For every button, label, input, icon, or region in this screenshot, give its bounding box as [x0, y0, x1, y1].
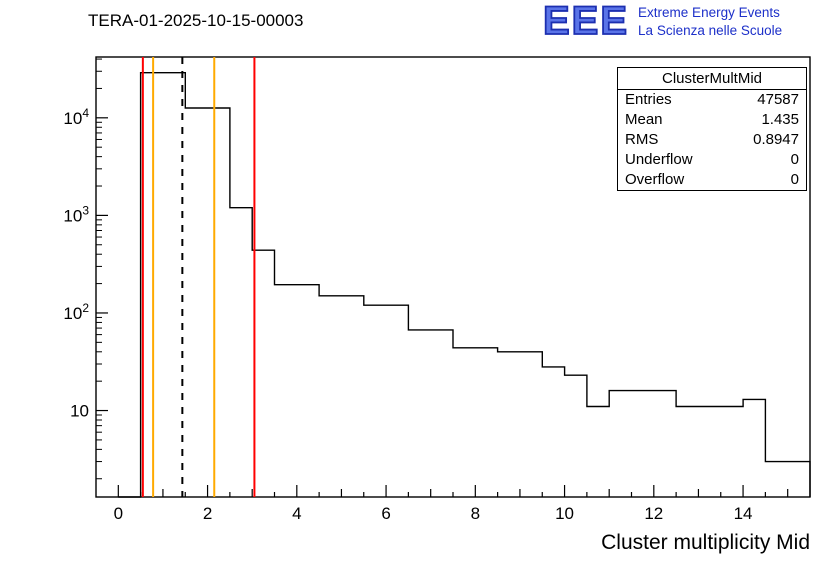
stats-row-value: 0: [790, 171, 799, 188]
eee-logo-text: Extreme Energy Events La Scienza nelle S…: [638, 2, 782, 38]
x-tick-label: 10: [555, 504, 574, 523]
stats-row-label: Mean: [625, 111, 663, 128]
stats-box-title: ClusterMultMid: [618, 68, 806, 90]
eee-logo: EEE Extreme Energy Events La Scienza nel…: [542, 0, 782, 43]
x-tick-label: 6: [381, 504, 390, 523]
y-tick-label: 103: [63, 203, 89, 225]
eee-logo-line2: La Scienza nelle Scuole: [638, 23, 783, 38]
stats-row-value: 0: [790, 151, 799, 168]
stats-row-label: Underflow: [625, 151, 693, 168]
stats-row-value: 0.8947: [753, 131, 799, 148]
y-tick-label: 104: [63, 106, 89, 128]
plot-title: TERA-01-2025-10-15-00003: [88, 11, 304, 30]
x-tick-label: 0: [114, 504, 123, 523]
stats-row: Underflow 0: [618, 150, 806, 170]
stats-row: Overflow 0: [618, 170, 806, 190]
eee-logo-acronym: EEE: [542, 0, 630, 43]
eee-logo-line1: Extreme Energy Events: [638, 5, 780, 20]
stats-row: RMS 0.8947: [618, 130, 806, 150]
histogram-line: [118, 72, 811, 498]
stats-row-value: 1.435: [761, 111, 799, 128]
y-tick-label: 10: [70, 402, 89, 421]
x-tick-label: 14: [734, 504, 753, 523]
x-axis-title: Cluster multiplicity Mid: [601, 531, 810, 554]
x-tick-label: 2: [203, 504, 212, 523]
stats-row: Mean 1.435: [618, 110, 806, 130]
x-tick-label: 8: [471, 504, 480, 523]
stats-row-label: Entries: [625, 91, 672, 108]
stats-row: Entries 47587: [618, 90, 806, 110]
stats-box: ClusterMultMid Entries 47587 Mean 1.435 RMS 0…: [617, 67, 807, 191]
y-tick-label: 102: [63, 301, 89, 323]
stats-row-label: RMS: [625, 131, 659, 148]
stats-row-value: 47587: [757, 91, 799, 108]
x-tick-label: 12: [644, 504, 663, 523]
x-tick-label: 4: [292, 504, 301, 523]
stats-rows: Entries 47587 Mean 1.435 RMS 0.8947 Underflow 0…: [618, 90, 806, 190]
stats-row-label: Overflow: [625, 171, 685, 188]
